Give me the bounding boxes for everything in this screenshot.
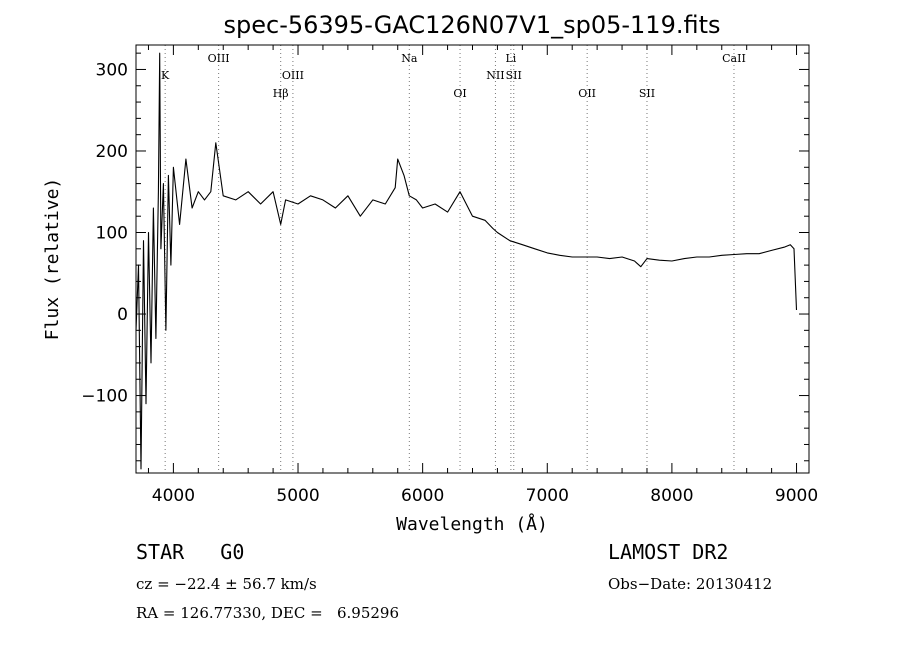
spectral-line-label: Li: [505, 52, 516, 65]
spectral-line-label: OI: [453, 87, 466, 100]
y-tick-label: 0: [117, 305, 128, 325]
spectral-line-label: SII: [506, 69, 522, 82]
spectral-line-label: NII: [486, 69, 504, 82]
spectral-line-label: CaII: [722, 52, 746, 65]
plot-frame: [135, 44, 810, 474]
spectrum-line: [135, 52, 798, 470]
y-axis-label: Flux (relative): [42, 178, 63, 341]
x-tick-label: 9000: [775, 486, 818, 506]
y-tick-label: −100: [81, 387, 128, 407]
spectral-line-label: OIII: [282, 69, 304, 82]
spectral-line-label: Na: [401, 52, 418, 65]
observation-date: Obs−Date: 20130412: [608, 575, 773, 593]
x-axis-label: Wavelength (Å): [396, 513, 548, 535]
y-tick-label: 200: [96, 142, 128, 162]
chart-title: spec-56395-GAC126N07V1_sp05-119.fits: [224, 11, 721, 39]
object-class: STAR G0: [136, 540, 245, 564]
x-tick-label: 4000: [152, 486, 195, 506]
y-tick-label: 100: [96, 224, 128, 244]
survey-name: LAMOST DR2: [608, 540, 729, 564]
x-tick-label: 6000: [401, 486, 444, 506]
sky-coordinates: RA = 126.77330, DEC = 6.95296: [136, 604, 400, 622]
spectral-line-label: OII: [578, 87, 596, 100]
spectral-line-label: OIII: [208, 52, 230, 65]
spectral-line-label: Hβ: [273, 87, 289, 100]
redshift-velocity: cz = −22.4 ± 56.7 km/s: [136, 575, 317, 593]
spectral-line-label: SII: [639, 87, 655, 100]
spectral-line-label: K: [161, 69, 170, 82]
x-tick-label: 7000: [526, 486, 569, 506]
axis-ticks: 4000 5000 6000 7000 8000 9000 −100 0 100 200 300: [81, 45, 818, 506]
x-tick-label: 5000: [276, 486, 319, 506]
y-tick-label: 300: [96, 60, 128, 80]
x-tick-label: 8000: [650, 486, 693, 506]
